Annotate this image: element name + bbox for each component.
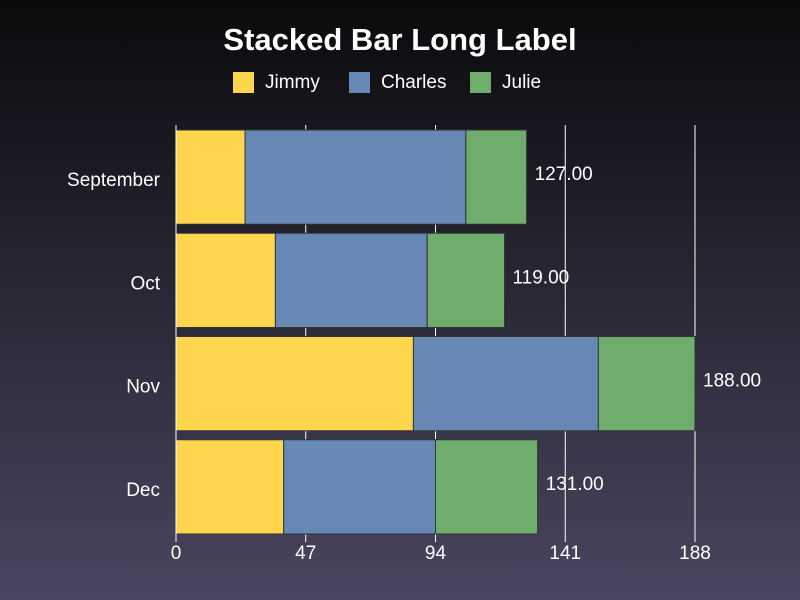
bar-segment — [244, 129, 467, 225]
total-label: 131.00 — [546, 474, 604, 495]
y-tick-label: September — [67, 170, 161, 191]
x-tick-label: 94 — [425, 543, 447, 564]
bar-segment — [435, 439, 539, 535]
legend: Jimmy Charles Julie — [233, 72, 541, 93]
bar-segment — [465, 129, 528, 225]
x-tick-label: 188 — [679, 543, 711, 564]
legend-swatch — [349, 72, 370, 93]
bar-segment — [175, 439, 285, 535]
bar-segment — [175, 336, 414, 432]
legend-swatch — [470, 72, 491, 93]
total-label: 127.00 — [535, 164, 593, 185]
bar-segment — [175, 129, 246, 225]
bar-segment — [274, 232, 428, 328]
legend-label: Jimmy — [265, 72, 320, 93]
total-label: 188.00 — [703, 371, 761, 392]
bar-segment — [426, 232, 506, 328]
y-tick-label: Dec — [126, 480, 160, 501]
bar-segment — [412, 336, 599, 432]
bar-segment — [283, 439, 436, 535]
total-label: 119.00 — [513, 267, 570, 288]
bar-segment — [175, 232, 276, 328]
x-tick-label: 0 — [171, 543, 182, 564]
x-tick-label: 141 — [549, 543, 581, 564]
legend-label: Julie — [502, 72, 541, 93]
x-tick-label: 47 — [295, 543, 316, 564]
y-tick-label: Nov — [126, 377, 160, 398]
legend-label: Charles — [381, 72, 446, 93]
bar-segment — [597, 336, 696, 432]
chart-title: Stacked Bar Long Label — [223, 22, 576, 57]
y-tick-label: Oct — [130, 273, 160, 294]
legend-swatch — [233, 72, 254, 93]
